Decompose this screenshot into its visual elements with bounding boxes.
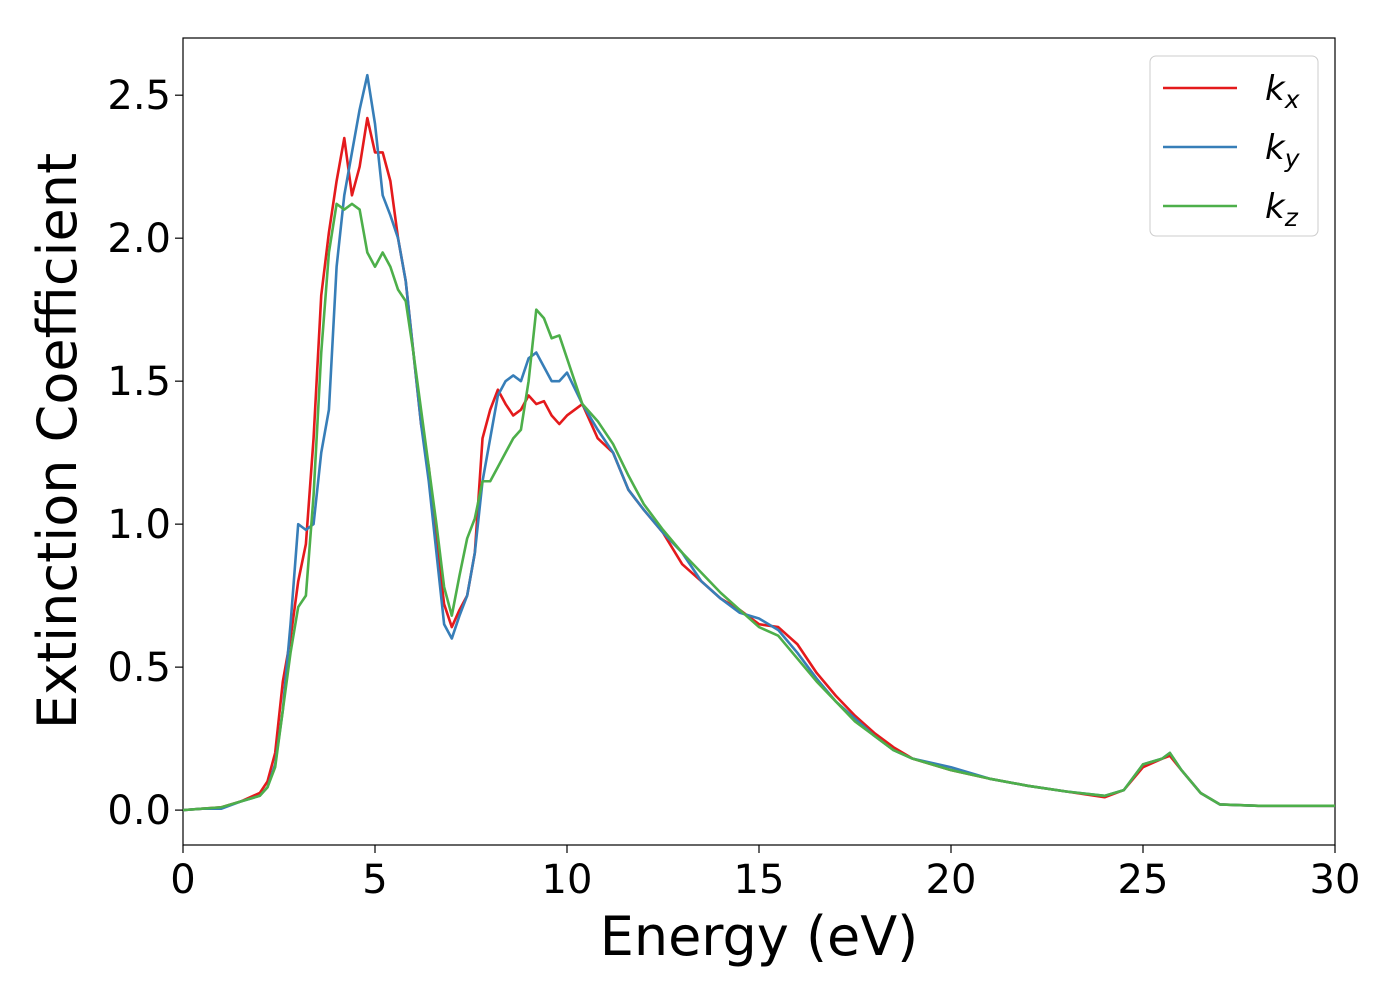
- x-tick-label: 0: [170, 857, 195, 903]
- legend-label: kz: [1265, 187, 1299, 232]
- y-tick-label: 2.5: [107, 73, 171, 119]
- y-axis-label: Extinction Coefficient: [26, 153, 89, 729]
- legend: kx ky kz: [1149, 55, 1319, 237]
- x-tick-label: 30: [1310, 857, 1361, 903]
- x-tick-label: 10: [542, 857, 593, 903]
- series-line: [182, 202, 1335, 812]
- x-axis-label: Energy (eV): [600, 905, 919, 968]
- y-tick-label: 2.0: [107, 216, 171, 262]
- legend-label: kx: [1265, 69, 1300, 114]
- x-tick-label: 25: [1118, 857, 1169, 903]
- y-tick-label: 0.5: [107, 645, 171, 691]
- x-tick-label: 20: [926, 857, 977, 903]
- legend-label: ky: [1265, 128, 1301, 173]
- y-tick-label: 1.0: [107, 502, 171, 548]
- x-tick-label: 15: [734, 857, 785, 903]
- y-tick-label: 1.5: [107, 359, 171, 405]
- x-tick-label: 5: [362, 857, 387, 903]
- y-tick-label: 0.0: [107, 788, 171, 834]
